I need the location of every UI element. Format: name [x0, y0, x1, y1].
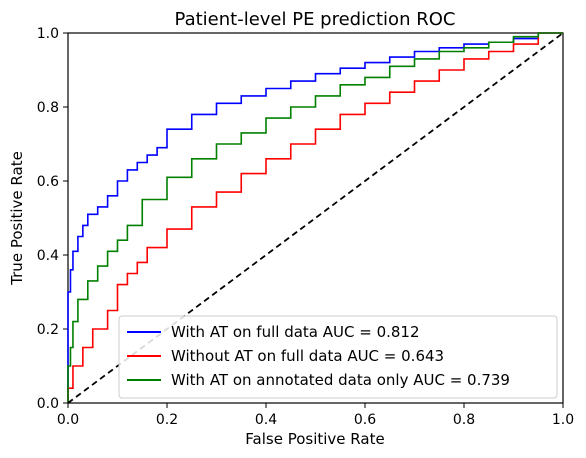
y-tick-label: 1.0	[37, 26, 59, 42]
legend-label: Without AT on full data AUC = 0.643	[171, 347, 444, 365]
y-axis-ticks: 0.0 0.2 0.4 0.6 0.8 1.0	[37, 26, 68, 412]
x-tick-label: 0.4	[255, 412, 277, 428]
legend-label: With AT on annotated data only AUC = 0.7…	[171, 371, 510, 389]
x-axis-ticks: 0.0 0.2 0.4 0.6 0.8 1.0	[57, 403, 574, 428]
legend: With AT on full data AUC = 0.812 Without …	[118, 315, 558, 399]
x-tick-label: 1.0	[552, 412, 574, 428]
y-tick-label: 0.2	[37, 322, 59, 338]
chart-title: Patient-level PE prediction ROC	[175, 9, 456, 30]
series-line-3	[67, 32, 563, 403]
x-tick-label: 0.0	[57, 412, 79, 428]
y-tick-label: 0.0	[37, 396, 59, 412]
legend-box	[118, 315, 558, 399]
plot-area	[67, 32, 564, 404]
x-tick-label: 0.2	[156, 412, 178, 428]
plot-frame	[67, 32, 564, 404]
x-tick-label: 0.6	[354, 412, 376, 428]
y-tick-label: 0.4	[37, 248, 59, 264]
series-line-2	[67, 32, 563, 403]
y-tick-label: 0.8	[37, 100, 59, 116]
x-tick-label: 0.8	[453, 412, 475, 428]
y-axis-label: True Positive Rate	[8, 151, 26, 286]
legend-label: With AT on full data AUC = 0.812	[171, 323, 420, 341]
y-tick-label: 0.6	[37, 174, 59, 190]
x-axis-label: False Positive Rate	[245, 430, 384, 448]
